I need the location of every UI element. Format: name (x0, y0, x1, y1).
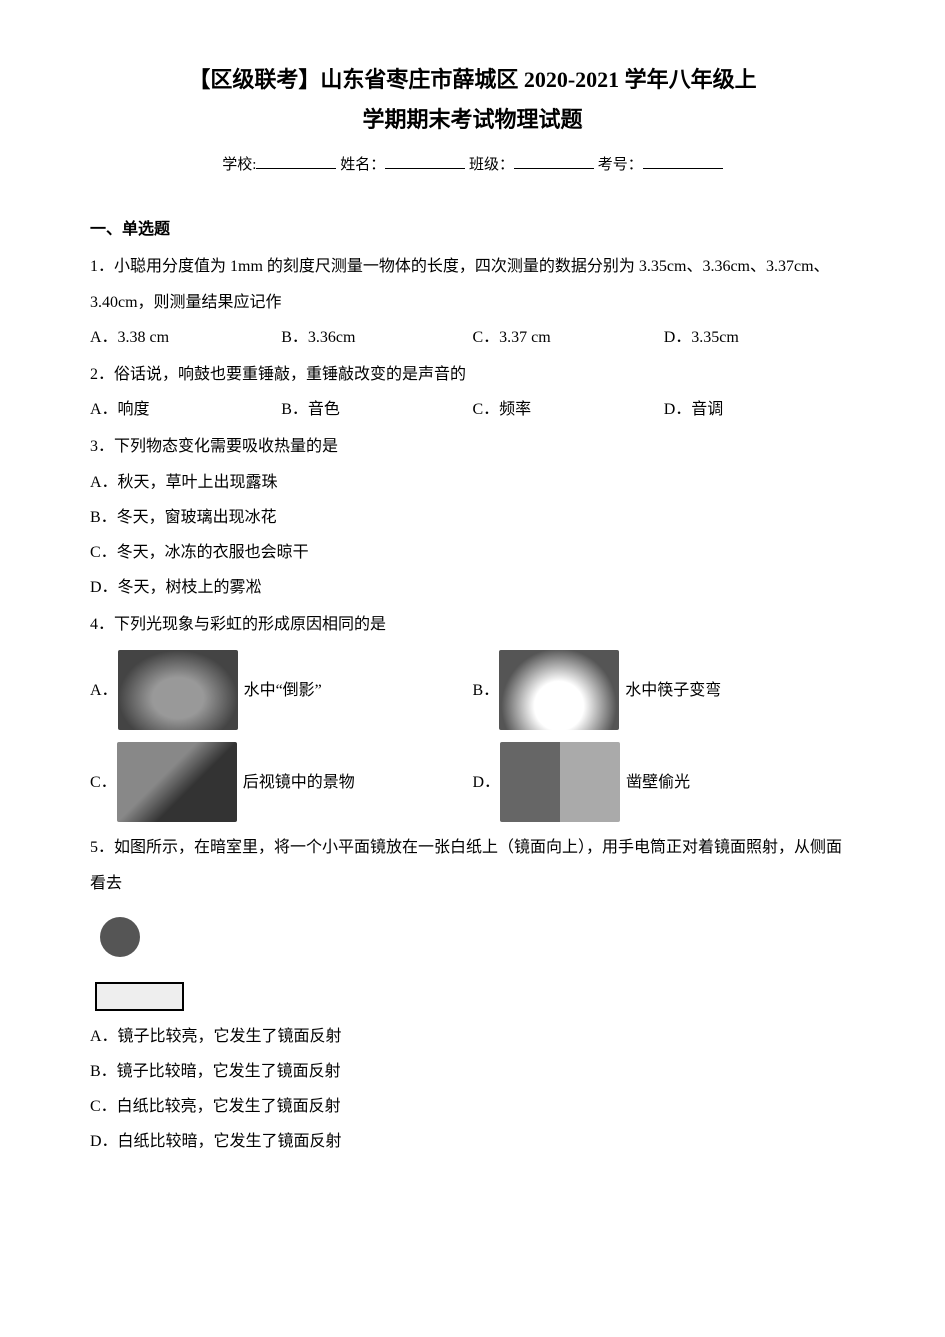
q1-options: A．3.38 cm B．3.36cm C．3.37 cm D．3.35cm (90, 320, 855, 355)
q4-image-b (499, 650, 619, 730)
q4-option-d[interactable]: D． 凿壁偷光 (473, 738, 856, 826)
q2-stem: 2．俗话说，响鼓也要重锤敲，重锤敲改变的是声音的 (90, 357, 855, 392)
student-meta: 学校: 姓名： 班级： 考号： (90, 149, 855, 182)
question-3: 3．下列物态变化需要吸收热量的是 A．秋天，草叶上出现露珠 B．冬天，窗玻璃出现… (90, 429, 855, 605)
q4-a-prefix: A． (90, 673, 118, 708)
q1-option-c[interactable]: C．3.37 cm (473, 320, 664, 355)
title-line-1: 【区级联考】山东省枣庄市薛城区 2020-2021 学年八年级上 (90, 60, 855, 100)
q5-option-d[interactable]: D．白纸比较暗，它发生了镜面反射 (90, 1124, 855, 1159)
q4-option-c[interactable]: C． 后视镜中的景物 (90, 738, 473, 826)
q4-b-text: 水中筷子变弯 (625, 673, 721, 708)
question-2: 2．俗话说，响鼓也要重锤敲，重锤敲改变的是声音的 A．响度 B．音色 C．频率 … (90, 357, 855, 427)
blank-school[interactable] (256, 153, 336, 169)
q4-option-b[interactable]: B． 水中筷子变弯 (473, 646, 856, 734)
q4-c-text: 后视镜中的景物 (243, 765, 355, 800)
q3-option-b[interactable]: B．冬天，窗玻璃出现冰花 (90, 500, 855, 535)
q1-option-d[interactable]: D．3.35cm (664, 320, 855, 355)
title-line-2: 学期期末考试物理试题 (90, 100, 855, 140)
q5-option-b[interactable]: B．镜子比较暗，它发生了镜面反射 (90, 1054, 855, 1089)
q5-option-a[interactable]: A．镜子比较亮，它发生了镜面反射 (90, 1019, 855, 1054)
q2-option-c[interactable]: C．频率 (473, 392, 664, 427)
q3-stem: 3．下列物态变化需要吸收热量的是 (90, 429, 855, 464)
q5-figure (90, 907, 190, 1017)
blank-number[interactable] (643, 153, 723, 169)
q5-stem: 5．如图所示，在暗室里，将一个小平面镜放在一张白纸上（镜面向上），用手电筒正对着… (90, 830, 855, 900)
q2-options: A．响度 B．音色 C．频率 D．音调 (90, 392, 855, 427)
question-4: 4．下列光现象与彩虹的形成原因相同的是 A． 水中“倒影” B． 水中筷子变弯 … (90, 607, 855, 826)
q4-row-2: C． 后视镜中的景物 D． 凿壁偷光 (90, 738, 855, 826)
exam-title: 【区级联考】山东省枣庄市薛城区 2020-2021 学年八年级上 学期期末考试物… (90, 60, 855, 139)
label-number: 考号： (598, 157, 643, 173)
question-5: 5．如图所示，在暗室里，将一个小平面镜放在一张白纸上（镜面向上），用手电筒正对着… (90, 830, 855, 1159)
q3-option-d[interactable]: D．冬天，树枝上的雾凇 (90, 570, 855, 605)
q4-a-text: 水中“倒影” (244, 673, 322, 708)
section-1-heading: 一、单选题 (90, 212, 855, 247)
label-name: 姓名： (340, 157, 385, 173)
q4-d-prefix: D． (473, 765, 501, 800)
question-1: 1．小聪用分度值为 1mm 的刻度尺测量一物体的长度，四次测量的数据分别为 3.… (90, 249, 855, 355)
blank-class[interactable] (514, 153, 594, 169)
blank-name[interactable] (385, 153, 465, 169)
q2-option-a[interactable]: A．响度 (90, 392, 281, 427)
q4-row-1: A． 水中“倒影” B． 水中筷子变弯 (90, 646, 855, 734)
q4-d-text: 凿壁偷光 (626, 765, 690, 800)
q2-option-b[interactable]: B．音色 (281, 392, 472, 427)
q4-c-prefix: C． (90, 765, 117, 800)
q4-b-prefix: B． (473, 673, 500, 708)
label-school: 学校: (222, 157, 256, 173)
q1-option-b[interactable]: B．3.36cm (281, 320, 472, 355)
q4-image-d (500, 742, 620, 822)
q4-image-c (117, 742, 237, 822)
q4-option-a[interactable]: A． 水中“倒影” (90, 646, 473, 734)
q5-option-c[interactable]: C．白纸比较亮，它发生了镜面反射 (90, 1089, 855, 1124)
q4-stem: 4．下列光现象与彩虹的形成原因相同的是 (90, 607, 855, 642)
q3-option-c[interactable]: C．冬天，冰冻的衣服也会晾干 (90, 535, 855, 570)
q3-option-a[interactable]: A．秋天，草叶上出现露珠 (90, 465, 855, 500)
q1-stem: 1．小聪用分度值为 1mm 的刻度尺测量一物体的长度，四次测量的数据分别为 3.… (90, 249, 855, 319)
q2-option-d[interactable]: D．音调 (664, 392, 855, 427)
q4-image-a (118, 650, 238, 730)
q1-option-a[interactable]: A．3.38 cm (90, 320, 281, 355)
label-class: 班级： (469, 157, 514, 173)
